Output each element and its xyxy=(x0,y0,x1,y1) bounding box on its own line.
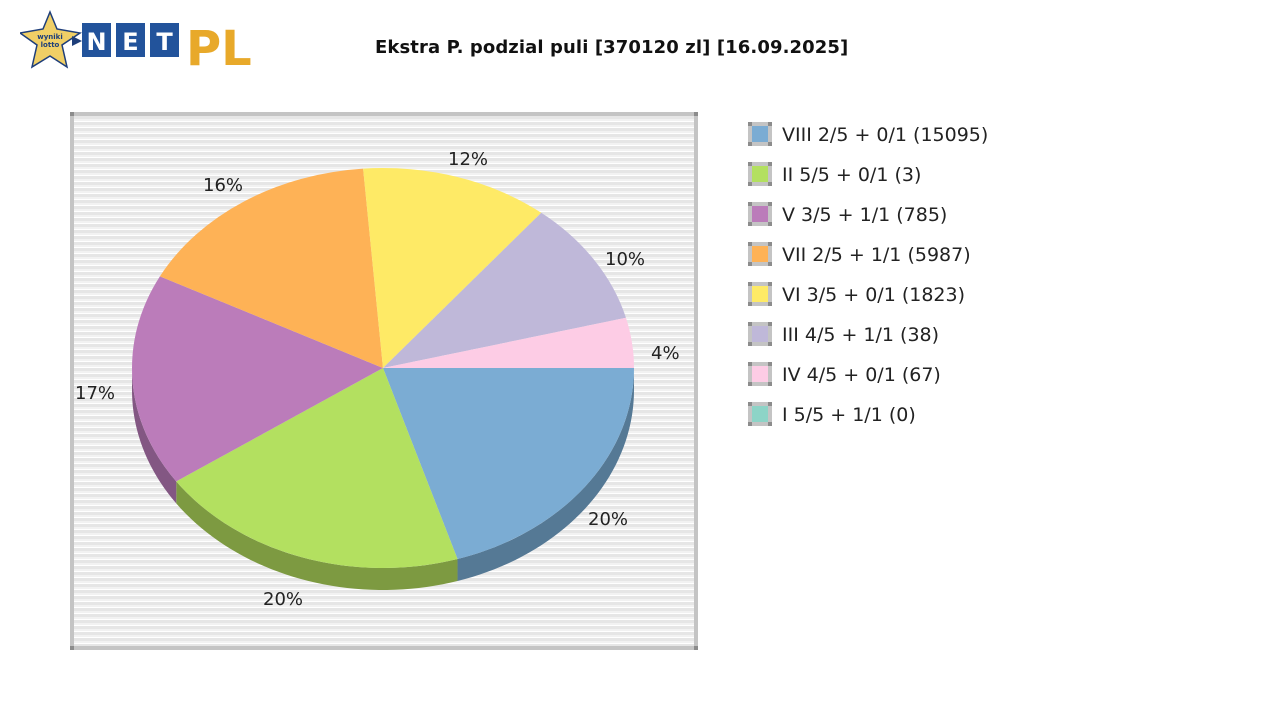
slice-percent-label: 20% xyxy=(588,509,629,530)
chart-title: Ekstra P. podzial puli [370120 zl] [16.0… xyxy=(375,37,849,58)
legend-swatch xyxy=(748,242,772,266)
legend-item: III 4/5 + 1/1 (38) xyxy=(748,322,988,362)
svg-text:T: T xyxy=(156,28,173,56)
legend-label: I 5/5 + 1/1 (0) xyxy=(782,404,916,426)
pie-slice xyxy=(383,317,634,368)
legend-label: VIII 2/5 + 0/1 (15095) xyxy=(782,124,989,146)
legend-item: I 5/5 + 1/1 (0) xyxy=(748,402,988,442)
legend-item: IV 4/5 + 0/1 (67) xyxy=(748,362,988,402)
slice-percent-label: 4% xyxy=(651,343,680,364)
legend-label: VI 3/5 + 0/1 (1823) xyxy=(782,284,966,306)
pie-slice xyxy=(176,368,458,568)
legend-swatch xyxy=(748,202,772,226)
slice-percent-label: 10% xyxy=(605,249,646,270)
legend-label: V 3/5 + 1/1 (785) xyxy=(782,204,948,226)
legend-item: V 3/5 + 1/1 (785) xyxy=(748,202,988,242)
pie-chart xyxy=(131,168,634,590)
legend-item: II 5/5 + 0/1 (3) xyxy=(748,162,988,202)
pie-slice xyxy=(131,276,383,482)
slice-percent-label: 12% xyxy=(448,149,489,170)
pie-slice xyxy=(363,168,542,368)
legend-item: VIII 2/5 + 0/1 (15095) xyxy=(748,122,988,162)
pie-slice-side xyxy=(176,481,458,590)
netpl-logo[interactable]: wyniki lotto N E T PL xyxy=(18,10,265,77)
pie-slice-side xyxy=(132,368,177,504)
slice-percent-label: 20% xyxy=(263,589,304,610)
pie-slice xyxy=(383,212,626,368)
logo-graphic: wyniki lotto N E T PL xyxy=(18,10,252,77)
legend: VIII 2/5 + 0/1 (15095) II 5/5 + 0/1 (3) … xyxy=(748,122,988,442)
legend-swatch xyxy=(748,402,772,426)
pie-slice-side xyxy=(457,368,634,581)
legend-label: II 5/5 + 0/1 (3) xyxy=(782,164,922,186)
legend-swatch xyxy=(748,122,772,146)
legend-swatch xyxy=(748,162,772,186)
legend-swatch xyxy=(748,322,772,346)
legend-label: III 4/5 + 1/1 (38) xyxy=(782,324,940,346)
svg-text:PL: PL xyxy=(186,21,252,70)
legend-label: IV 4/5 + 0/1 (67) xyxy=(782,364,941,386)
svg-text:lotto: lotto xyxy=(41,41,60,49)
legend-label: VII 2/5 + 1/1 (5987) xyxy=(782,244,971,266)
star-icon xyxy=(18,10,82,69)
legend-item: VI 3/5 + 0/1 (1823) xyxy=(748,282,988,322)
slice-percent-label: 17% xyxy=(75,383,116,404)
svg-text:N: N xyxy=(86,28,106,56)
svg-text:wyniki: wyniki xyxy=(37,33,62,41)
legend-swatch xyxy=(748,282,772,306)
pie-slice xyxy=(383,368,634,559)
pie-slice xyxy=(159,168,383,368)
legend-item: VII 2/5 + 1/1 (5987) xyxy=(748,242,988,282)
slice-percent-label: 16% xyxy=(203,175,244,196)
legend-swatch xyxy=(748,362,772,386)
svg-text:E: E xyxy=(122,28,138,56)
